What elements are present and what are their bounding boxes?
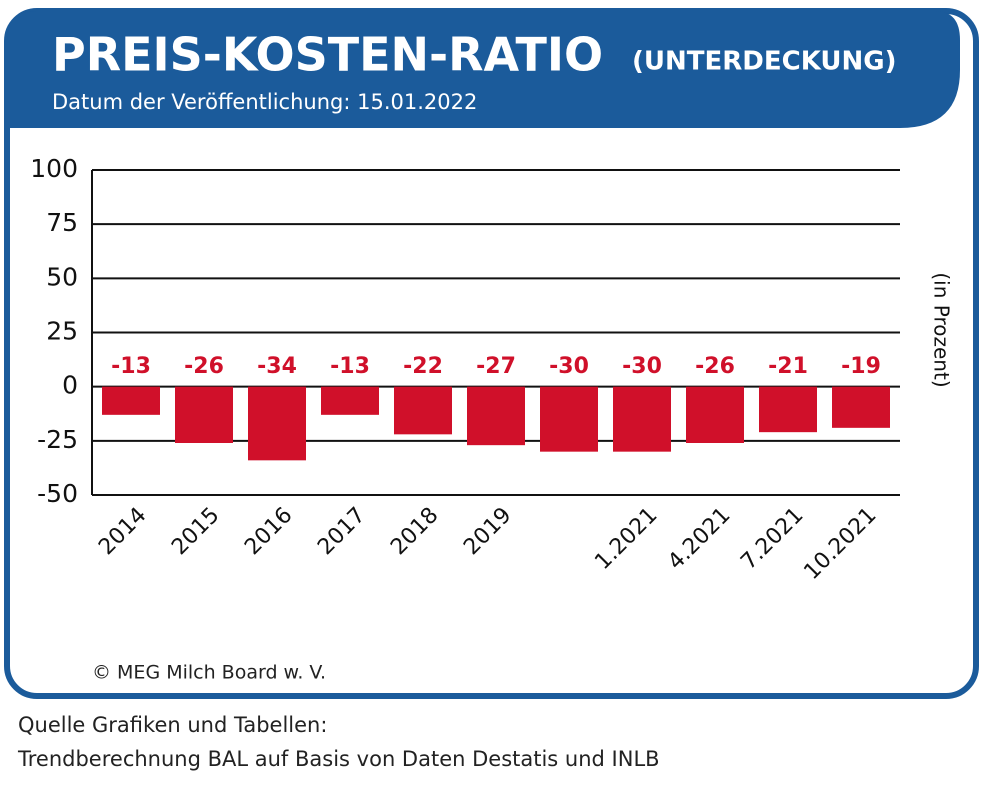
bar bbox=[832, 386, 890, 428]
value-label: -27 bbox=[476, 354, 516, 379]
chart-subtitle: Datum der Veröffentlichung: 15.01.2022 bbox=[52, 90, 477, 114]
y-tick-label: 25 bbox=[46, 317, 78, 346]
value-label: -13 bbox=[330, 354, 370, 379]
source-line: Trendberechnung BAL auf Basis von Daten … bbox=[17, 747, 660, 771]
bar bbox=[759, 386, 817, 433]
bar bbox=[467, 386, 525, 446]
value-label: -22 bbox=[403, 354, 443, 379]
y-tick-label: 100 bbox=[30, 154, 78, 183]
bar bbox=[321, 386, 379, 415]
bar bbox=[248, 386, 306, 461]
value-label: -30 bbox=[549, 354, 589, 379]
value-label: -26 bbox=[695, 354, 735, 379]
credit: © MEG Milch Board w. V. bbox=[92, 662, 326, 684]
y-tick-label: 0 bbox=[62, 371, 78, 400]
value-label: -19 bbox=[841, 354, 881, 379]
bar bbox=[102, 386, 160, 415]
bar bbox=[175, 386, 233, 443]
y-tick-label: -25 bbox=[37, 425, 78, 454]
value-label: -13 bbox=[111, 354, 151, 379]
header-band bbox=[7, 11, 960, 128]
bar bbox=[394, 386, 452, 435]
value-label: -34 bbox=[257, 354, 297, 379]
y-axis-label: (in Prozent) bbox=[930, 272, 954, 387]
y-tick-label: 50 bbox=[46, 262, 78, 291]
value-label: -26 bbox=[184, 354, 224, 379]
bar bbox=[540, 386, 598, 452]
title-note: (UNTERDECKUNG) bbox=[632, 47, 896, 77]
bar bbox=[686, 386, 744, 443]
chart-title: PREIS-KOSTEN-RATIO bbox=[52, 28, 603, 82]
value-label: -21 bbox=[768, 354, 808, 379]
bar bbox=[613, 386, 671, 452]
y-tick-label: 75 bbox=[46, 208, 78, 237]
y-tick-label: -50 bbox=[37, 479, 78, 508]
source-line: Quelle Grafiken und Tabellen: bbox=[18, 713, 327, 737]
value-label: -30 bbox=[622, 354, 662, 379]
